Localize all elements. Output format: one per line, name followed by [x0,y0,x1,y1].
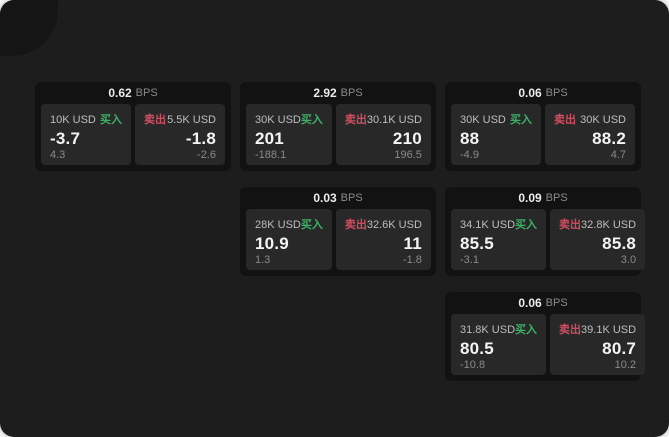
buy-sell-panels: 28K USD 买入 10.9 1.3 卖出 32.6K USD 11 -1.8 [246,209,431,270]
sell-price: -1.8 [185,129,216,148]
buy-price: 10.9 [255,234,289,253]
sell-price: 85.8 [602,234,637,253]
sell-tile[interactable]: 卖出 5.5K USD -1.8 -2.6 [135,104,225,165]
buy-price: 85.5 [460,234,494,253]
buy-tile[interactable]: 34.1K USD 买入 85.5 -3.1 [451,209,547,270]
buy-price: -3.7 [50,129,81,148]
buy-sell-panels: 10K USD 买入 -3.7 4.3 卖出 5.5K USD -1.8 -2.… [41,104,225,165]
card-bps-header: 0.06 BPS [451,292,635,314]
buy-price: 201 [255,129,284,148]
bps-value: 2.92 [313,86,337,100]
price-card: 0.06 BPS 31.8K USD 买入 80.5 -10.8 卖出 39.1… [445,292,646,381]
card-bps-header: 2.92 BPS [246,82,430,104]
bps-unit-label: BPS [545,192,568,204]
buy-price: 80.5 [460,339,494,358]
sell-size: 5.5K USD [167,114,216,126]
sell-tile[interactable]: 卖出 32.8K USD 85.8 3.0 [550,209,646,270]
bps-unit-label: BPS [340,87,363,99]
sell-side-label: 卖出 [559,324,582,336]
sell-side-label: 卖出 [144,114,166,126]
buy-price: 88 [460,129,480,148]
card-bps-header: 0.09 BPS [451,187,635,209]
price-card: 2.92 BPS 30K USD 买入 201 -188.1 卖出 30.1K … [240,82,436,171]
bps-unit-label: BPS [545,297,568,309]
sell-size: 30K USD [580,114,626,126]
bps-unit-label: BPS [545,87,568,99]
price-card: 0.62 BPS 10K USD 买入 -3.7 4.3 卖出 5.5K USD… [35,82,231,171]
sell-tile[interactable]: 卖出 39.1K USD 80.7 10.2 [550,314,646,375]
sell-size: 30.1K USD [366,114,422,126]
bps-unit-label: BPS [135,87,158,99]
sell-side-label: 卖出 [554,114,576,126]
card-bps-header: 0.03 BPS [246,187,430,209]
card-bps-header: 0.06 BPS [451,82,635,104]
buy-sell-panels: 34.1K USD 买入 85.5 -3.1 卖出 32.8K USD 85.8… [451,209,646,270]
buy-size: 10K USD [50,114,96,126]
sell-tile[interactable]: 卖出 30K USD 88.2 4.7 [545,104,635,165]
bps-value: 0.06 [518,296,542,310]
buy-sub-value: -3.1 [460,253,479,266]
sell-side-label: 卖出 [344,219,367,231]
sell-sub-value: -1.8 [402,253,422,266]
buy-tile[interactable]: 30K USD 买入 88 -4.9 [451,104,541,165]
sell-size: 32.8K USD [581,219,637,231]
sell-size: 32.6K USD [366,219,422,231]
buy-tile[interactable]: 31.8K USD 买入 80.5 -10.8 [451,314,547,375]
price-card: 0.09 BPS 34.1K USD 买入 85.5 -3.1 卖出 32.8K… [445,187,646,276]
sell-sub-value: 196.5 [394,148,422,161]
sell-side-label: 卖出 [344,114,367,126]
card-bps-header: 0.62 BPS [41,82,225,104]
buy-side-label: 买入 [100,114,122,126]
bps-value: 0.62 [108,86,132,100]
sell-sub-value: -2.6 [197,148,216,161]
buy-sell-panels: 31.8K USD 买入 80.5 -10.8 卖出 39.1K USD 80.… [451,314,646,375]
price-card: 0.06 BPS 30K USD 买入 88 -4.9 卖出 30K USD 8… [445,82,641,171]
buy-sub-value: -10.8 [460,358,486,371]
sell-price: 88.2 [592,129,626,148]
corner-overlay-shape [0,0,58,56]
bps-value: 0.09 [518,191,542,205]
sell-sub-value: 3.0 [620,253,637,266]
buy-sub-value: -188.1 [255,148,287,161]
sell-price: 80.7 [602,339,637,358]
buy-size: 30K USD [255,114,301,126]
buy-tile[interactable]: 30K USD 买入 201 -188.1 [246,104,332,165]
bps-unit-label: BPS [340,192,363,204]
buy-size: 28K USD [255,219,301,231]
buy-size: 34.1K USD [460,219,516,231]
buy-side-label: 买入 [515,324,538,336]
buy-side-label: 买入 [515,219,538,231]
sell-sub-value: 10.2 [614,358,637,371]
buy-tile[interactable]: 10K USD 买入 -3.7 4.3 [41,104,131,165]
buy-side-label: 买入 [510,114,532,126]
buy-tile[interactable]: 28K USD 买入 10.9 1.3 [246,209,332,270]
sell-side-label: 卖出 [559,219,582,231]
buy-size: 31.8K USD [460,324,516,336]
buy-sub-value: -4.9 [460,148,479,161]
buy-sub-value: 4.3 [50,148,66,161]
sell-size: 39.1K USD [581,324,637,336]
sell-price: 210 [392,129,422,148]
sell-tile[interactable]: 卖出 30.1K USD 210 196.5 [335,104,431,165]
price-card: 0.03 BPS 28K USD 买入 10.9 1.3 卖出 32.6K US… [240,187,436,276]
sell-price: 11 [403,234,422,253]
bps-value: 0.03 [313,191,337,205]
buy-sell-panels: 30K USD 买入 88 -4.9 卖出 30K USD 88.2 4.7 [451,104,635,165]
buy-size: 30K USD [460,114,506,126]
sell-tile[interactable]: 卖出 32.6K USD 11 -1.8 [335,209,431,270]
sell-sub-value: 4.7 [610,148,626,161]
buy-sub-value: 1.3 [255,253,271,266]
buy-side-label: 买入 [300,114,323,126]
bps-value: 0.06 [518,86,542,100]
buy-side-label: 买入 [300,219,323,231]
buy-sell-panels: 30K USD 买入 201 -188.1 卖出 30.1K USD 210 1… [246,104,431,165]
